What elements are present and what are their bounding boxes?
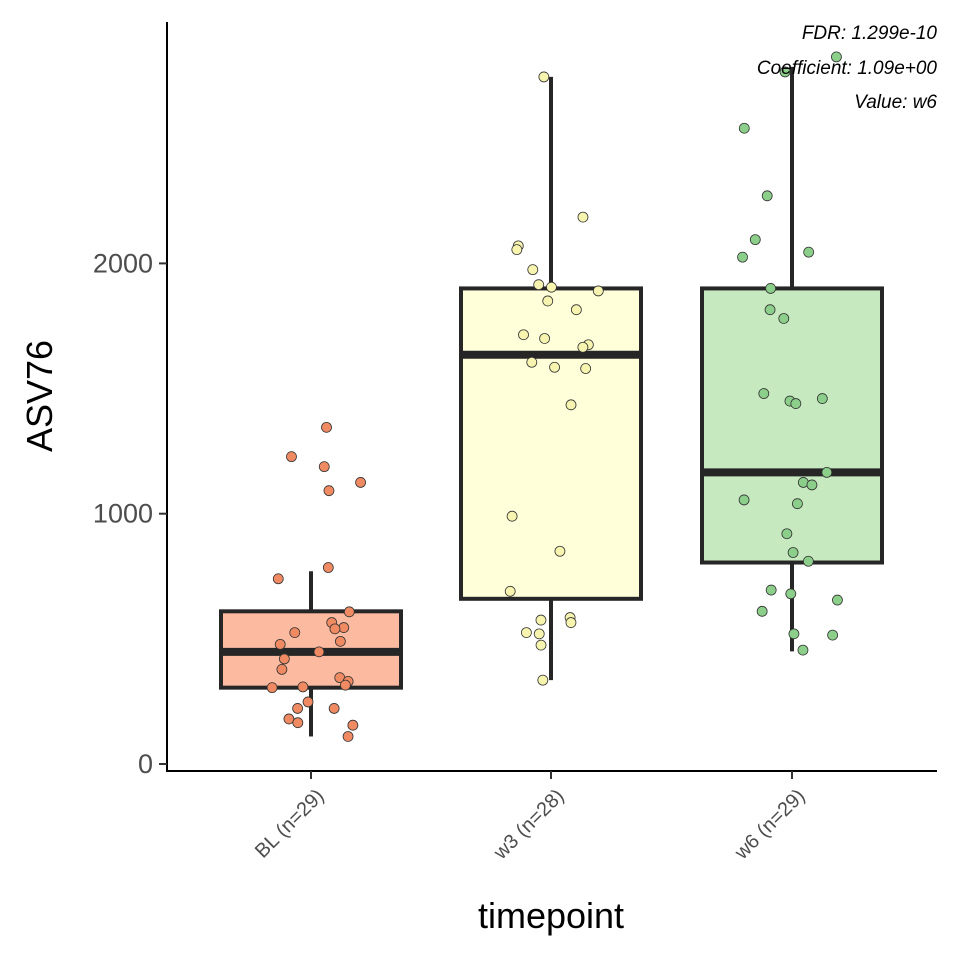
y-axis-title: ASV76	[19, 340, 60, 452]
fdr-annotation: FDR: 1.299e-10	[802, 23, 938, 44]
box-group-w6	[700, 51, 884, 656]
data-point	[577, 341, 589, 353]
box-iqr	[459, 286, 643, 601]
data-point	[802, 555, 814, 567]
data-point	[565, 617, 577, 628]
data-point	[797, 644, 809, 656]
data-point	[521, 627, 532, 638]
data-point	[790, 398, 802, 409]
data-point	[535, 639, 547, 651]
data-point	[297, 681, 309, 693]
data-point	[518, 329, 529, 341]
data-point	[276, 663, 288, 675]
data-point	[778, 313, 790, 324]
data-point	[779, 66, 791, 78]
data-point	[334, 635, 346, 647]
data-point	[511, 244, 523, 256]
data-point	[329, 623, 341, 635]
data-point	[821, 467, 833, 478]
data-point	[738, 494, 750, 506]
y-tick-label: 1000	[93, 499, 153, 529]
data-point	[504, 585, 516, 597]
data-point	[781, 528, 793, 540]
y-axis-ticks: 0 1000 2000	[93, 248, 167, 779]
data-point	[792, 498, 803, 510]
data-point	[323, 485, 335, 497]
data-point	[785, 588, 797, 600]
data-point	[764, 304, 776, 316]
data-point	[832, 594, 843, 606]
data-point	[577, 211, 589, 223]
data-point	[321, 421, 332, 433]
data-point	[765, 283, 777, 294]
data-point	[549, 361, 560, 373]
data-point	[266, 682, 278, 694]
data-point	[347, 719, 359, 731]
y-tick-label: 0	[138, 749, 153, 779]
plot-area	[219, 51, 884, 742]
data-point	[292, 703, 304, 714]
data-point	[542, 295, 554, 307]
data-point	[565, 399, 577, 411]
data-point	[592, 285, 604, 297]
data-point	[765, 584, 777, 596]
data-point	[535, 614, 547, 626]
data-point	[355, 477, 366, 488]
box-iqr	[700, 286, 884, 565]
x-tick-label: w3 (n=28)	[489, 785, 569, 865]
data-point	[816, 393, 828, 404]
data-point	[787, 547, 799, 558]
data-point	[343, 606, 355, 618]
box-group-bl	[219, 421, 403, 742]
data-point	[580, 363, 592, 374]
data-point	[506, 510, 518, 522]
data-point	[283, 713, 295, 725]
data-point	[318, 461, 330, 473]
data-point	[806, 479, 818, 491]
data-point	[546, 281, 557, 293]
data-point	[554, 545, 566, 557]
data-point	[737, 251, 748, 263]
value-annotation: Value: w6	[854, 92, 937, 113]
x-tick-label: w6 (n=29)	[730, 785, 810, 865]
data-point	[274, 638, 286, 650]
x-axis-title: timepoint	[478, 895, 624, 936]
data-point	[738, 122, 750, 134]
data-point	[289, 627, 301, 638]
data-point	[339, 679, 351, 691]
x-axis-ticks: BL (n=29) w3 (n=28) w6 (n=29)	[251, 771, 810, 865]
data-point	[286, 451, 297, 463]
data-point	[533, 279, 545, 291]
y-tick-label: 2000	[93, 248, 153, 278]
x-tick-label: BL (n=29)	[251, 785, 329, 863]
data-point	[537, 674, 549, 686]
data-point	[302, 696, 314, 708]
data-point	[803, 246, 815, 258]
data-point	[526, 356, 538, 368]
data-point	[749, 234, 761, 246]
data-point	[328, 703, 340, 714]
data-point	[313, 646, 325, 658]
data-point	[338, 622, 350, 633]
data-point	[322, 562, 334, 573]
box-group-w3	[459, 71, 643, 686]
data-point	[827, 629, 839, 641]
data-point	[758, 388, 770, 399]
data-point	[533, 628, 545, 640]
data-point	[761, 190, 773, 202]
data-point	[272, 573, 284, 585]
data-point	[831, 51, 842, 63]
data-point	[539, 333, 551, 344]
data-point	[756, 605, 768, 617]
data-point	[527, 264, 539, 276]
data-point	[538, 71, 550, 83]
data-point	[342, 731, 354, 742]
data-point	[788, 628, 800, 640]
coefficient-annotation: Coefficient: 1.09e+00	[757, 58, 938, 79]
data-point	[570, 304, 582, 316]
data-point	[292, 717, 304, 729]
data-point	[278, 653, 290, 665]
